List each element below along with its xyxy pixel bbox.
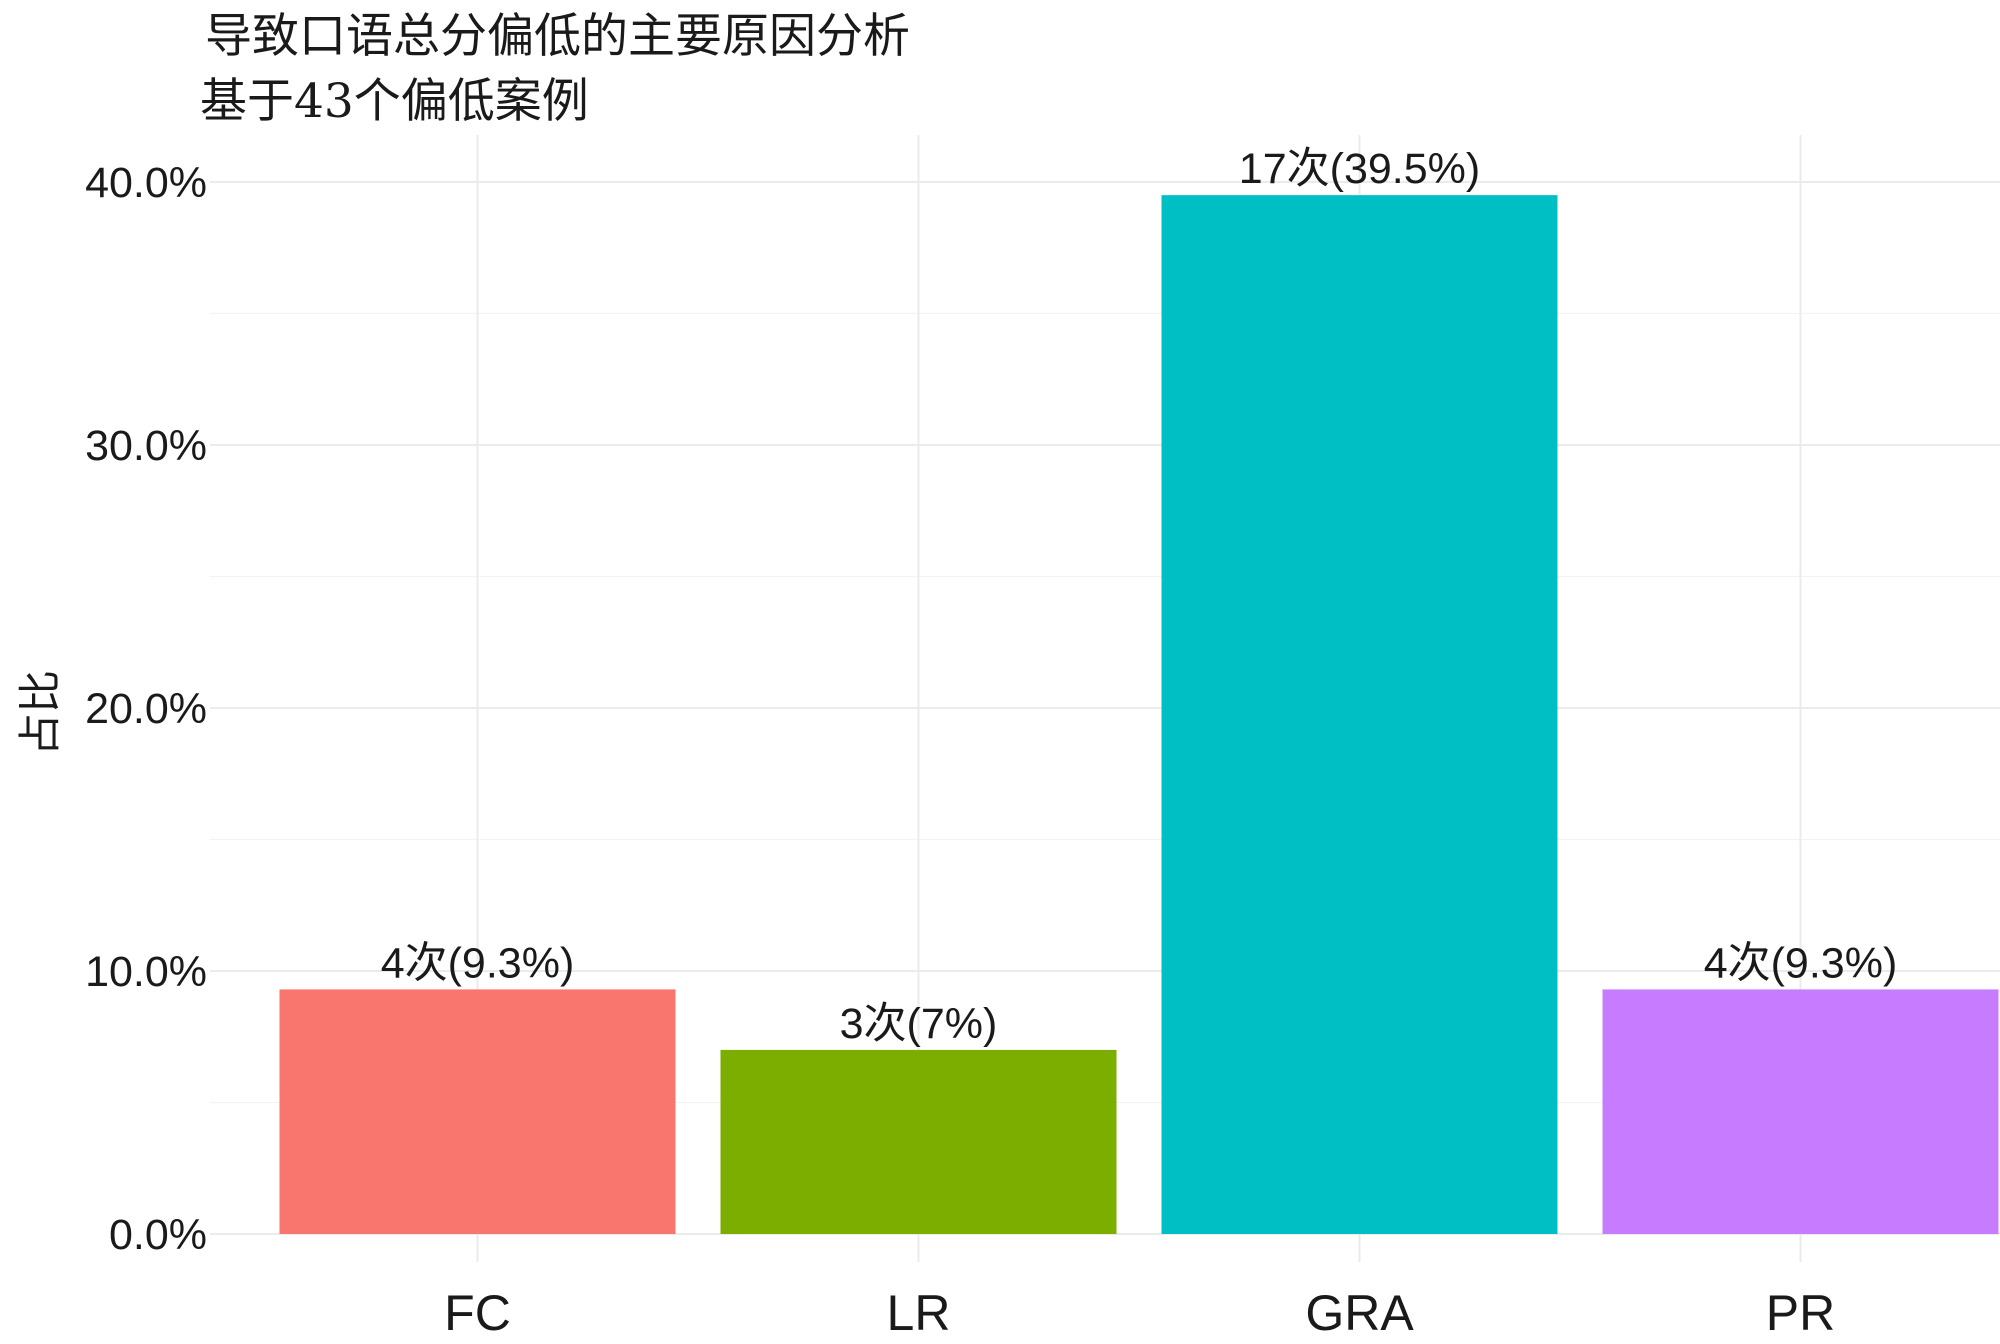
bars: [279, 195, 1999, 1234]
x-axis-ticks: FC LR GRA PR: [444, 1285, 1835, 1341]
y-tick-label: 20.0%: [85, 685, 207, 733]
y-axis-ticks: 0.0% 10.0% 20.0% 30.0% 40.0%: [85, 159, 207, 1259]
data-label-lr: 3次(7%): [840, 1000, 998, 1048]
y-tick-label: 0.0%: [109, 1211, 207, 1259]
x-tick-label-lr: LR: [887, 1285, 951, 1341]
bar-gra: [1161, 195, 1558, 1234]
bar-fc: [279, 989, 676, 1234]
chart-title: 导致口语总分偏低的主要原因分析: [205, 9, 910, 64]
bar-pr: [1602, 989, 1999, 1234]
y-tick-label: 10.0%: [85, 948, 207, 996]
x-tick-label-fc: FC: [444, 1285, 511, 1341]
x-tick-label-gra: GRA: [1305, 1285, 1414, 1341]
chart-subtitle: 基于43个偏低案例: [200, 74, 589, 129]
data-label-gra: 17次(39.5%): [1239, 145, 1480, 193]
data-labels: 4次(9.3%) 3次(7%) 17次(39.5%) 4次(9.3%): [381, 145, 1898, 1048]
y-tick-label: 40.0%: [85, 159, 207, 207]
y-tick-label: 30.0%: [85, 422, 207, 470]
bar-lr: [720, 1049, 1117, 1234]
data-label-pr: 4次(9.3%): [1704, 939, 1898, 987]
data-label-fc: 4次(9.3%): [381, 939, 575, 987]
x-tick-label-pr: PR: [1766, 1285, 1835, 1341]
y-axis-label: 占比: [16, 670, 66, 756]
